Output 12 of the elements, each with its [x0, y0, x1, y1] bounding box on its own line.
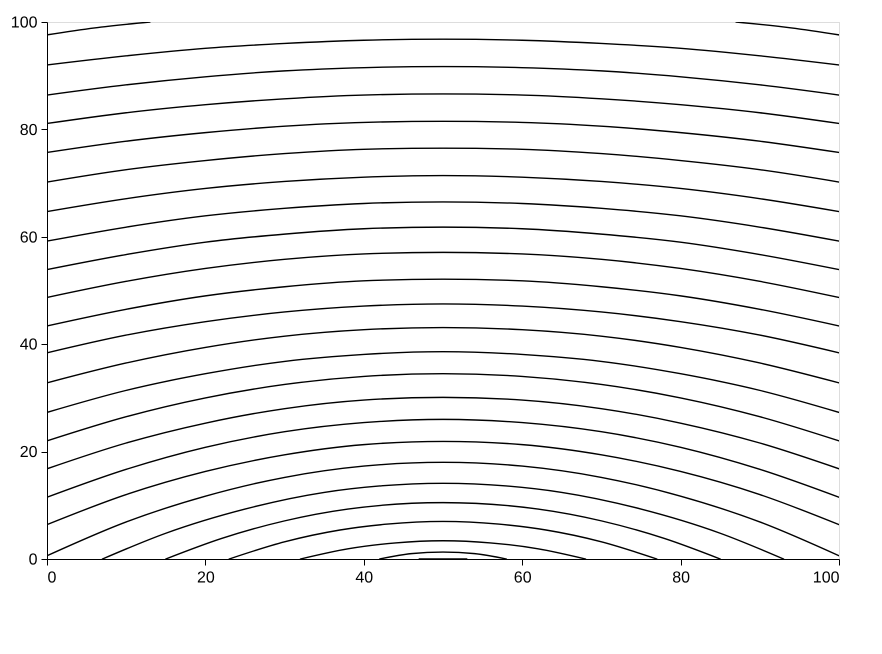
- y-tick-label: 100: [10, 14, 38, 32]
- x-tick-label: 40: [355, 570, 374, 586]
- y-tick-label: 80: [20, 122, 38, 139]
- y-tick-label: 40: [20, 336, 38, 354]
- y-tick-label: 20: [20, 444, 38, 462]
- x-tick-label: 0: [48, 570, 56, 586]
- x-tick-label: 80: [672, 570, 690, 586]
- y-tick-label: 0: [28, 552, 38, 568]
- y-tick-label: 60: [20, 229, 38, 246]
- x-tick-label: 60: [514, 570, 532, 586]
- x-tick-label: 100: [812, 570, 840, 586]
- x-tick-label: 20: [197, 570, 215, 586]
